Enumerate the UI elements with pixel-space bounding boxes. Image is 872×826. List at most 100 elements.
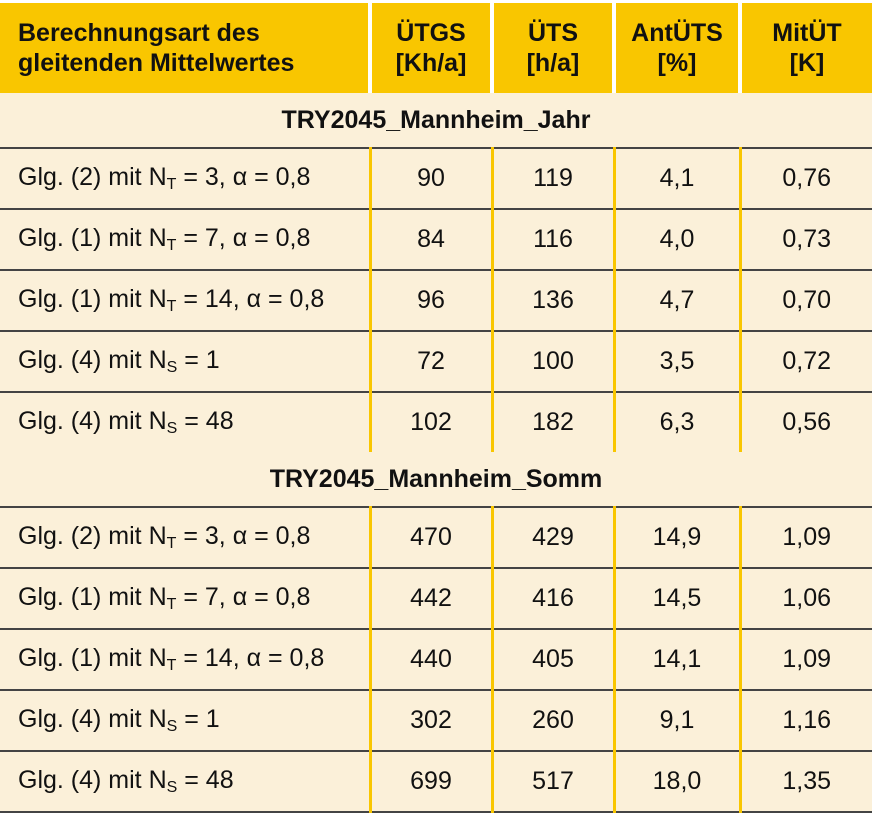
method-subscript: S	[166, 420, 178, 437]
method-cell: Glg. (4) mit NS = 48	[0, 750, 370, 813]
method-text: = 1	[177, 346, 220, 374]
header-line: AntÜTS	[631, 19, 723, 47]
table-row: Glg. (2) mit NT = 3, α = 0,8 470 429 14,9 1,…	[0, 506, 872, 568]
value-cell: 302	[368, 689, 492, 751]
table-row: Glg. (1) mit NT = 7, α = 0,8 84 116 4,0 0,73	[0, 208, 872, 270]
method-subscript: T	[166, 535, 177, 552]
header-line: [h/a]	[526, 49, 580, 77]
table-row: Glg. (4) mit NS = 48 102 182 6,3 0,56	[0, 391, 872, 452]
header-line: [K]	[789, 49, 825, 77]
value-cell: 72	[368, 330, 492, 392]
section-row: TRY2045_Mannheim_Jahr	[0, 93, 872, 148]
value-cell: 1,35	[738, 750, 872, 813]
data-table: Berechnungsart des gleitenden Mittelwerte…	[0, 3, 872, 813]
header-line: ÜTGS	[396, 19, 466, 47]
value-cell: 1,09	[738, 506, 872, 568]
method-text: Glg. (4) mit N	[18, 346, 167, 374]
value-cell: 18,0	[612, 750, 740, 813]
method-text: Glg. (1) mit N	[18, 224, 167, 252]
value-cell: 4,1	[612, 147, 740, 209]
method-cell: Glg. (4) mit NS = 1	[0, 330, 370, 392]
header-line: [%]	[657, 49, 697, 77]
method-cell: Glg. (1) mit NT = 14, α = 0,8	[0, 269, 370, 331]
value-cell: 116	[490, 208, 614, 270]
value-cell: 4,0	[612, 208, 740, 270]
header-line: [Kh/a]	[395, 49, 467, 77]
method-text: = 14, α = 0,8	[176, 285, 325, 313]
method-text: = 7, α = 0,8	[176, 224, 311, 252]
method-subscript: S	[166, 359, 178, 376]
value-cell: 3,5	[612, 330, 740, 392]
method-text: = 3, α = 0,8	[176, 163, 311, 191]
value-cell: 0,76	[738, 147, 872, 209]
value-cell: 6,3	[612, 391, 740, 452]
value-cell: 1,16	[738, 689, 872, 751]
header-line: ÜTS	[528, 19, 578, 47]
value-cell: 260	[490, 689, 614, 751]
table-row: Glg. (4) mit NS = 1 302 260 9,1 1,16	[0, 689, 872, 751]
column-header: ÜTGS [Kh/a]	[368, 3, 492, 93]
value-cell: 416	[490, 567, 614, 629]
value-cell: 470	[368, 506, 492, 568]
value-cell: 84	[368, 208, 492, 270]
method-text: Glg. (2) mit N	[18, 522, 167, 550]
value-cell: 100	[490, 330, 614, 392]
table-row: Glg. (1) mit NT = 7, α = 0,8 442 416 14,5 1,…	[0, 567, 872, 629]
column-header: MitÜT [K]	[738, 3, 872, 93]
table-row: Glg. (4) mit NS = 48 699 517 18,0 1,35	[0, 750, 872, 813]
value-cell: 405	[490, 628, 614, 690]
value-cell: 182	[490, 391, 614, 452]
table-row: Glg. (1) mit NT = 14, α = 0,8 440 405 14,1 1…	[0, 628, 872, 690]
method-text: Glg. (2) mit N	[18, 163, 167, 191]
table-row: Glg. (1) mit NT = 14, α = 0,8 96 136 4,7 0,7…	[0, 269, 872, 331]
method-text: = 48	[177, 407, 234, 435]
method-cell: Glg. (1) mit NT = 7, α = 0,8	[0, 567, 370, 629]
method-subscript: T	[166, 176, 177, 193]
value-cell: 429	[490, 506, 614, 568]
method-text: = 3, α = 0,8	[176, 522, 311, 550]
section-title: TRY2045_Mannheim_Jahr	[0, 93, 872, 148]
method-text: = 48	[177, 766, 234, 794]
method-text: Glg. (4) mit N	[18, 407, 167, 435]
value-cell: 4,7	[612, 269, 740, 331]
header-row: Berechnungsart des gleitenden Mittelwerte…	[0, 3, 872, 93]
method-text: Glg. (4) mit N	[18, 705, 167, 733]
value-cell: 440	[368, 628, 492, 690]
value-cell: 442	[368, 567, 492, 629]
value-cell: 517	[490, 750, 614, 813]
value-cell: 136	[490, 269, 614, 331]
column-header: AntÜTS [%]	[612, 3, 740, 93]
method-subscript: T	[166, 298, 177, 315]
method-cell: Glg. (4) mit NS = 1	[0, 689, 370, 751]
method-cell: Glg. (2) mit NT = 3, α = 0,8	[0, 147, 370, 209]
method-subscript: T	[166, 237, 177, 254]
table-row: Glg. (4) mit NS = 1 72 100 3,5 0,72	[0, 330, 872, 392]
value-cell: 1,09	[738, 628, 872, 690]
value-cell: 90	[368, 147, 492, 209]
method-text: = 7, α = 0,8	[176, 583, 311, 611]
method-cell: Glg. (1) mit NT = 7, α = 0,8	[0, 208, 370, 270]
method-text: Glg. (1) mit N	[18, 583, 167, 611]
method-text: Glg. (4) mit N	[18, 766, 167, 794]
value-cell: 1,06	[738, 567, 872, 629]
method-subscript: S	[166, 779, 178, 796]
value-cell: 0,70	[738, 269, 872, 331]
value-cell: 699	[368, 750, 492, 813]
value-cell: 14,5	[612, 567, 740, 629]
value-cell: 0,73	[738, 208, 872, 270]
method-text: = 14, α = 0,8	[176, 644, 325, 672]
value-cell: 14,9	[612, 506, 740, 568]
header-line: Berechnungsart des	[18, 19, 260, 47]
method-text: Glg. (1) mit N	[18, 644, 167, 672]
section-title: TRY2045_Mannheim_Somm	[0, 452, 872, 507]
value-cell: 0,72	[738, 330, 872, 392]
method-subscript: S	[166, 718, 178, 735]
value-cell: 102	[368, 391, 492, 452]
method-text: Glg. (1) mit N	[18, 285, 167, 313]
value-cell: 119	[490, 147, 614, 209]
method-subscript: T	[166, 596, 177, 613]
method-cell: Glg. (2) mit NT = 3, α = 0,8	[0, 506, 370, 568]
method-text: = 1	[177, 705, 220, 733]
column-header: ÜTS [h/a]	[490, 3, 614, 93]
section-row: TRY2045_Mannheim_Somm	[0, 452, 872, 507]
